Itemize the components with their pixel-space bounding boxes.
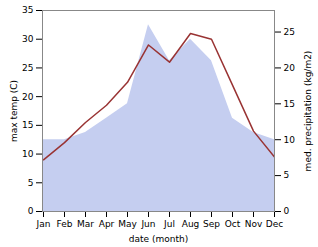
svg-text:25: 25: [284, 27, 295, 37]
svg-text:20: 20: [22, 92, 34, 102]
svg-text:15: 15: [284, 99, 295, 109]
svg-text:5: 5: [28, 178, 34, 188]
svg-text:10: 10: [284, 135, 296, 145]
svg-text:35: 35: [22, 5, 33, 15]
svg-text:25: 25: [22, 63, 33, 73]
svg-text:0: 0: [284, 206, 290, 216]
svg-text:10: 10: [22, 149, 34, 159]
svg-text:Aug: Aug: [182, 219, 200, 229]
svg-text:5: 5: [284, 170, 290, 180]
svg-text:0: 0: [28, 206, 34, 216]
svg-text:30: 30: [22, 34, 34, 44]
svg-text:Jun: Jun: [140, 219, 155, 229]
svg-text:Oct: Oct: [225, 219, 241, 229]
svg-text:15: 15: [22, 120, 33, 130]
svg-text:Apr: Apr: [99, 219, 115, 229]
svg-text:max temp (C): max temp (C): [9, 80, 19, 142]
svg-text:date (month): date (month): [129, 234, 188, 244]
svg-text:Nov: Nov: [245, 219, 263, 229]
svg-text:Jul: Jul: [163, 219, 175, 229]
svg-text:Dec: Dec: [266, 219, 283, 229]
svg-text:Mar: Mar: [77, 219, 94, 229]
svg-text:med. precipitation (kg/m2): med. precipitation (kg/m2): [303, 51, 313, 172]
svg-text:Feb: Feb: [57, 219, 73, 229]
svg-text:20: 20: [284, 63, 296, 73]
svg-text:May: May: [118, 219, 137, 229]
svg-text:Sep: Sep: [203, 219, 220, 229]
svg-text:Jan: Jan: [36, 219, 51, 229]
